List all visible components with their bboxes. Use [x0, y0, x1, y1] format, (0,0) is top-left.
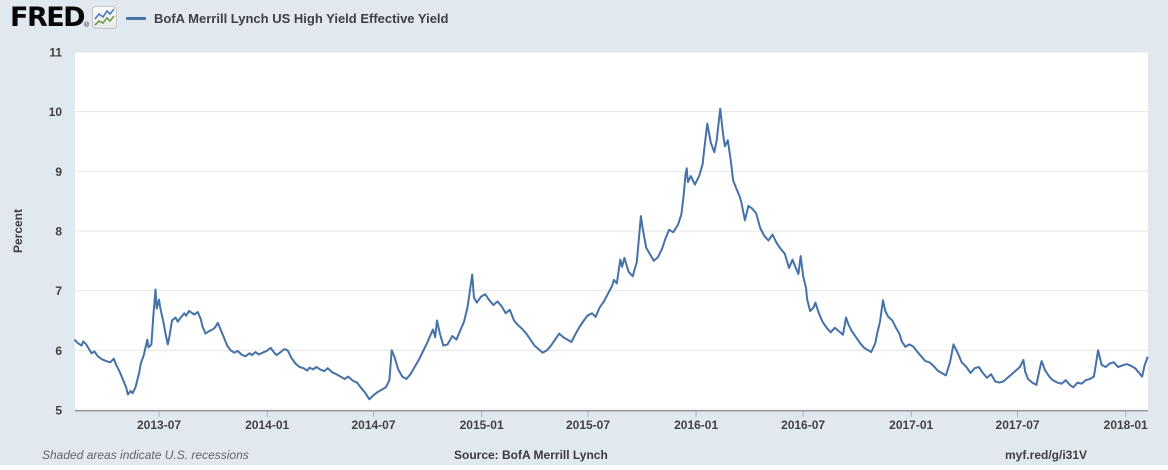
x-tick-label: 2014-07 [351, 418, 395, 432]
bottom-margin [0, 465, 1168, 470]
x-tick-label: 2017-01 [889, 418, 933, 432]
x-tick-label: 2014-01 [245, 418, 289, 432]
x-tick-label: 2015-01 [460, 418, 504, 432]
x-tick-label: 2016-01 [674, 418, 718, 432]
x-tick-label: 2013-07 [137, 418, 181, 432]
chart-header: FRED ® BofA Merrill Lynch US High Yield … [0, 0, 1168, 36]
legend-line-sample-icon [126, 17, 146, 20]
y-tick-label: 9 [55, 165, 62, 179]
series-line [74, 107, 1149, 401]
x-tick-label: 2015-07 [566, 418, 610, 432]
x-tick-label: 2018-01 [1104, 418, 1148, 432]
mini-line-chart-icon [92, 6, 117, 29]
y-axis-label: Percent [11, 209, 25, 253]
y-tick-label: 8 [55, 225, 62, 239]
y-tick-label: 5 [55, 404, 62, 418]
chart-footer: Shaded areas indicate U.S. recessions So… [0, 446, 1168, 464]
x-tick-label: 2016-07 [781, 418, 825, 432]
y-tick-label: 10 [49, 105, 63, 119]
series-title[interactable]: BofA Merrill Lynch US High Yield Effecti… [154, 10, 449, 26]
legend: BofA Merrill Lynch US High Yield Effecti… [126, 0, 449, 36]
x-tick-label: 2017-07 [996, 418, 1040, 432]
y-tick-label: 6 [55, 344, 62, 358]
y-tick-label: 7 [55, 284, 62, 298]
fred-logo[interactable]: FRED [10, 2, 86, 33]
registered-trademark-mark: ® [84, 22, 90, 29]
data-source-label: Source: BofA Merrill Lynch [454, 448, 608, 462]
short-url-link[interactable]: myf.red/g/i31V [1004, 448, 1087, 462]
recession-shading-note: Shaded areas indicate U.S. recessions [42, 448, 249, 462]
y-tick-label: 11 [49, 46, 62, 60]
